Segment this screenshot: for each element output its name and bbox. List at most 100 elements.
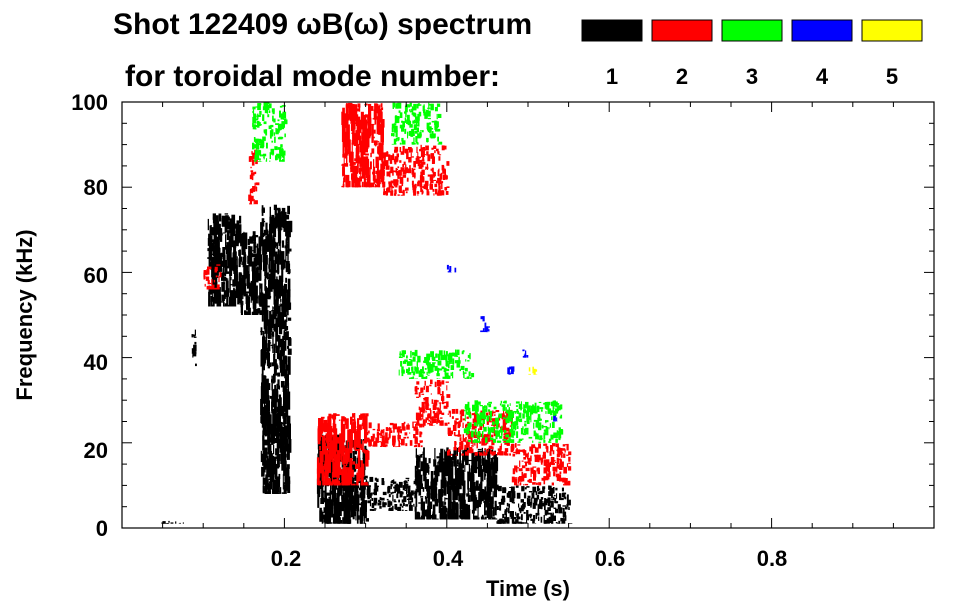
spectrum-cell <box>267 424 269 441</box>
spectrum-cell <box>465 503 468 520</box>
spectrum-cell <box>464 444 467 450</box>
spectrum-cell <box>436 148 439 152</box>
spectrum-cell <box>527 499 531 504</box>
spectrum-cell <box>237 239 240 244</box>
spectrum-cell <box>460 481 463 485</box>
spectrum-cell <box>484 486 486 505</box>
spectrum-cell <box>448 356 453 362</box>
spectrum-cell <box>414 392 418 395</box>
spectrum-cell <box>223 291 227 295</box>
spectrum-cell <box>557 459 559 465</box>
spectrum-cell <box>438 156 441 161</box>
spectrum-cell <box>487 437 491 442</box>
spectrum-cell <box>369 476 374 482</box>
spectrum-cell <box>280 124 282 130</box>
spectrum-cell <box>512 436 514 439</box>
spectrum-cell <box>515 449 517 455</box>
spectrum-cell <box>244 265 249 279</box>
spectrum-cell <box>434 150 436 154</box>
spectrum-cell <box>281 492 285 494</box>
spectrum-cell <box>430 153 435 159</box>
spectrum-cell <box>251 188 254 191</box>
spectrum-cell <box>207 280 210 285</box>
spectrum-cell <box>361 170 366 179</box>
spectrum-cell <box>409 102 412 107</box>
spectrum-cell <box>402 502 405 506</box>
spectrum-cell <box>450 485 454 490</box>
spectrum-cell <box>409 493 413 501</box>
spectrum-cell <box>252 142 255 150</box>
spectrum-cell <box>443 354 447 360</box>
spectrum-cell <box>414 507 417 520</box>
spectrum-cell <box>280 298 282 302</box>
spectrum-cell <box>418 163 423 169</box>
spectrum-cell <box>217 287 221 294</box>
spectrum-cell <box>533 368 536 375</box>
spectrum-cell <box>430 179 434 184</box>
spectrum-cell <box>465 451 469 456</box>
spectrum-cell <box>441 380 445 385</box>
spectrum-cell <box>476 441 478 449</box>
spectrum-cell <box>260 294 264 304</box>
spectrum-cell <box>241 240 244 255</box>
spectrum-cell <box>261 373 264 392</box>
spectrum-cell <box>489 450 492 455</box>
spectrum-cell <box>384 160 389 167</box>
spectrum-cell <box>441 468 446 488</box>
spectrum-cell <box>527 503 530 506</box>
spectrum-cell <box>514 465 516 472</box>
spectrum-cell <box>363 515 365 524</box>
spectrum-cell <box>400 194 404 196</box>
spectrum-cell <box>548 438 552 442</box>
spectrum-cell <box>535 433 539 440</box>
spectrum-cell <box>357 116 361 135</box>
spectrum-cell <box>561 448 566 451</box>
spectrum-cell <box>359 157 364 167</box>
spectrum-cell <box>554 501 559 504</box>
spectrum-cell <box>489 410 493 418</box>
spectrum-cell <box>524 483 529 486</box>
spectrum-cell <box>457 360 461 364</box>
spectrum-cell <box>433 412 438 418</box>
spectrum-cell <box>414 349 418 357</box>
spectrum-cell <box>438 141 443 145</box>
spectrum-cell <box>556 523 559 524</box>
spectrum-cell <box>454 420 457 426</box>
spectrum-cell <box>501 404 506 407</box>
spectrum-cell <box>377 174 380 180</box>
spectrum-cell <box>441 490 443 508</box>
spectrum-cell <box>488 463 490 477</box>
spectrum-cell <box>419 474 423 489</box>
spectrum-cell <box>563 453 566 458</box>
spectrum-cell <box>429 408 431 411</box>
spectrum-cell <box>384 444 388 447</box>
spectrum-cell <box>540 457 543 465</box>
spectrum-cell <box>284 462 287 481</box>
spectrum-cell <box>526 355 529 358</box>
spectrum-cell <box>411 133 415 136</box>
spectrum-cell <box>534 455 537 462</box>
spectrum-cell <box>352 461 356 465</box>
spectrum-cell <box>464 464 466 472</box>
spectrum-cell <box>287 345 290 349</box>
spectrum-cell <box>425 410 427 413</box>
spectrum-cell <box>369 161 372 170</box>
spectrum-cell <box>481 516 484 520</box>
spectrum-cell <box>478 431 481 433</box>
spectrum-cell <box>287 382 290 397</box>
spectrum-cell <box>409 432 411 434</box>
spectrum-cell <box>375 156 379 168</box>
spectrum-cell <box>509 434 512 437</box>
spectrum-cell <box>349 467 352 472</box>
mode-3-region-2 <box>398 349 475 379</box>
spectrum-cell <box>362 463 365 477</box>
spectrum-cell <box>396 179 399 183</box>
spectrum-cell <box>274 359 277 376</box>
spectrum-cell <box>270 131 274 135</box>
spectrum-cell <box>373 441 375 446</box>
spectrum-cell <box>252 231 256 239</box>
spectrum-cell <box>242 276 244 286</box>
spectrum-cell <box>412 356 416 362</box>
spectrum-cell <box>240 296 242 308</box>
spectrum-cell <box>226 295 229 307</box>
